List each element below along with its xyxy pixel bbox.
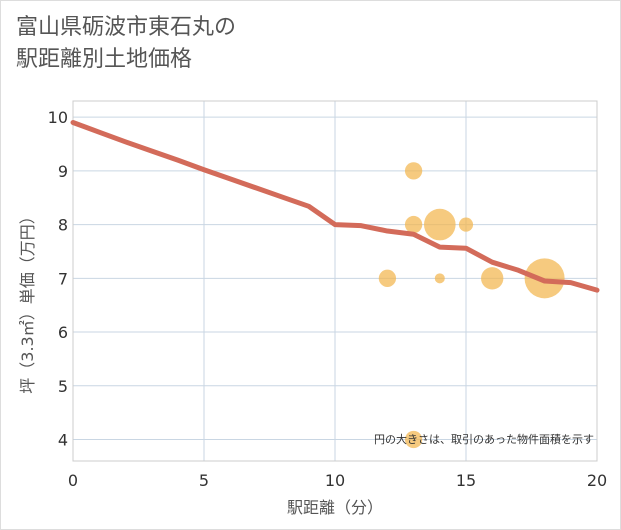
y-tick-label: 10: [48, 108, 68, 127]
x-tick-label: 20: [587, 471, 607, 490]
bubble-point: [434, 273, 445, 284]
bubble-point: [423, 208, 456, 241]
chart-title: 富山県砺波市東石丸の 駅距離別土地価格: [16, 12, 236, 76]
y-tick-label: 6: [58, 323, 68, 342]
x-tick-label: 5: [199, 471, 209, 490]
plot-area: [72, 100, 598, 462]
y-tick-label: 4: [58, 431, 68, 450]
bubble-point: [458, 217, 474, 232]
x-axis-ticks: 0 5 10 15 20: [68, 471, 607, 490]
bubble-point: [404, 430, 423, 449]
y-tick-label: 8: [58, 216, 68, 235]
bubble-point: [404, 162, 423, 180]
trend-line: [70, 119, 600, 293]
y-tick-label: 5: [58, 377, 68, 396]
bubble-point: [481, 267, 504, 290]
chart-title-line2: 駅距離別土地価格: [16, 47, 193, 72]
bubble-point: [404, 215, 423, 234]
y-tick-label: 9: [58, 162, 68, 181]
y-tick-label: 7: [58, 269, 68, 288]
bubble-size-note: 円の大きさは、取引のあった物件面積を示す: [374, 432, 594, 446]
x-axis-title: 駅距離（分）: [287, 498, 383, 517]
y-axis-ticks: 4 5 6 7 8 9 10: [48, 108, 68, 449]
chart-title-line1: 富山県砺波市東石丸の: [16, 15, 237, 40]
x-tick-label: 0: [68, 471, 78, 490]
bubble-point: [378, 269, 397, 287]
bubble-layer: [378, 162, 565, 449]
x-tick-label: 10: [325, 471, 345, 490]
grid-lines: [72, 101, 598, 461]
trend-layer: [70, 119, 600, 293]
y-axis-title: 坪（3.3㎡）単価（万円）: [18, 208, 37, 393]
x-tick-label: 15: [456, 471, 476, 490]
